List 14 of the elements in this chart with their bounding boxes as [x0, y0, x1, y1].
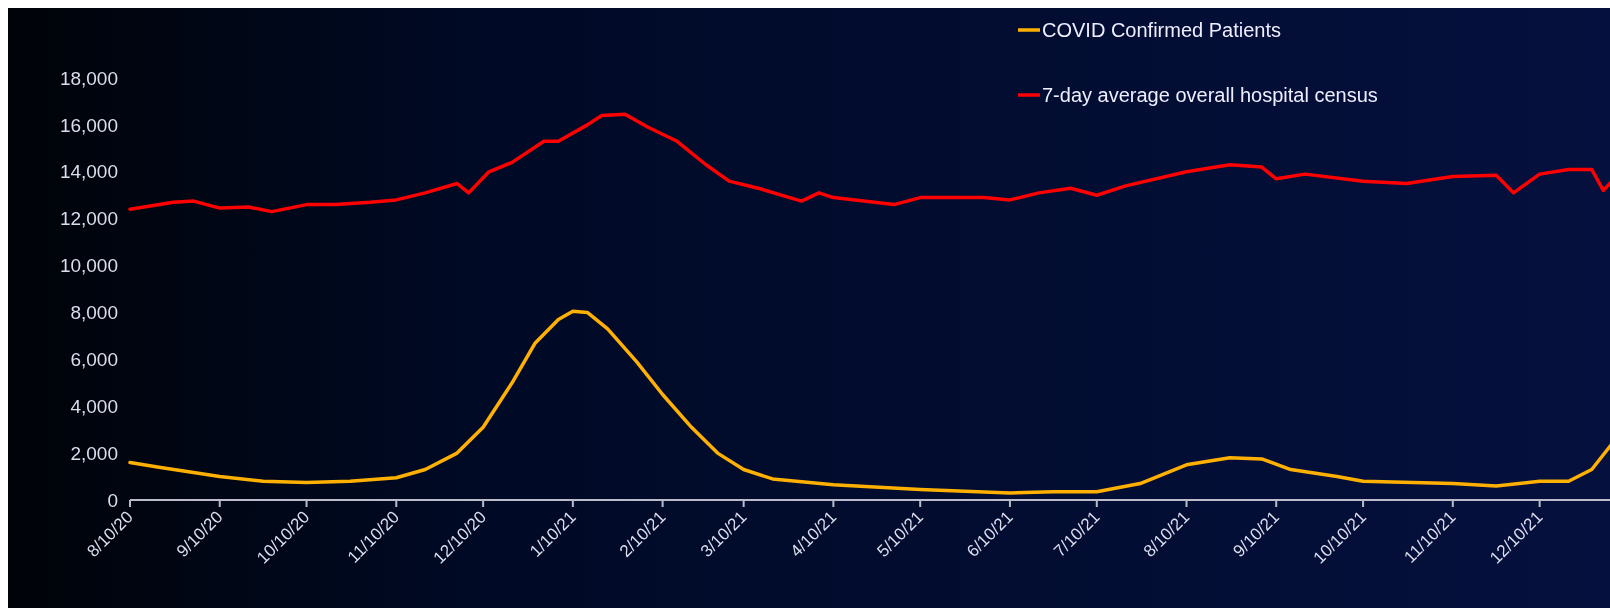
line-series: [128, 309, 1610, 495]
y-tick-label: 12,000: [59, 208, 118, 230]
y-tick-label: 10,000: [59, 255, 118, 277]
y-tick-label: 4,000: [70, 395, 118, 417]
y-tick-label: 8,000: [70, 302, 118, 324]
legend-label: COVID Confirmed Patients: [1042, 19, 1281, 41]
legend-label: 7-day average overall hospital census: [1042, 84, 1378, 106]
line-series: [128, 112, 1610, 214]
y-tick-label: 6,000: [70, 348, 118, 370]
y-tick-label: 18,000: [59, 67, 118, 89]
y-tick-label: 16,000: [59, 114, 118, 136]
y-tick-label: 2,000: [70, 442, 118, 464]
y-tick-label: 14,000: [59, 161, 118, 183]
y-tick-label: 0: [107, 489, 118, 511]
